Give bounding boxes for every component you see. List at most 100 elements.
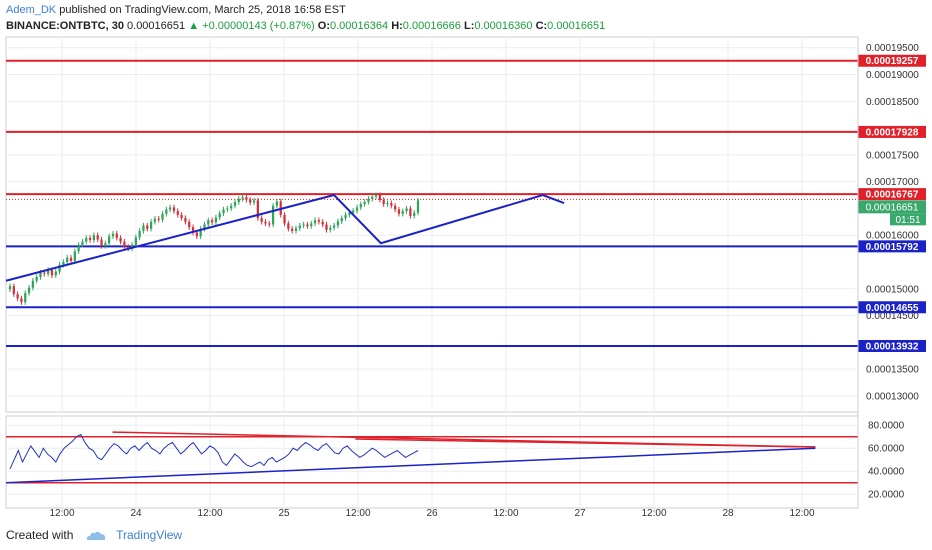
candle-body	[226, 208, 229, 210]
price-axis-label: 0.00017000	[866, 177, 919, 188]
tradingview-cloud-icon	[86, 531, 105, 540]
price-axis-label: 0.00014500	[866, 311, 919, 322]
osc-trendline[interactable]	[5, 447, 816, 484]
candle-body	[8, 286, 12, 290]
level-price-tag	[858, 301, 926, 314]
candle-body	[241, 197, 244, 199]
candle-body	[199, 228, 202, 237]
candle-body	[355, 207, 359, 211]
publish-line: Adem_DK published on TradingView.com, Ma…	[6, 2, 906, 18]
candle-body	[397, 209, 401, 214]
candle-body	[386, 203, 389, 205]
candle-body	[195, 232, 198, 237]
candle-body	[100, 239, 103, 246]
candle-body	[271, 205, 275, 225]
candle-body	[416, 200, 420, 213]
candle-body	[393, 205, 397, 210]
candle-body	[260, 218, 263, 222]
oscillator-line	[9, 433, 419, 470]
candle-body	[153, 218, 157, 222]
ohlc-line: BINANCE:ONTBTC, 30 0.00016651 ▲ +0.00000…	[6, 18, 906, 34]
countdown-tag	[890, 213, 926, 226]
candle-body	[149, 221, 153, 229]
candle-body	[287, 223, 290, 229]
symbol-label: BINANCE:ONTBTC, 30	[6, 20, 124, 32]
price-axis-label: 0.00013000	[866, 391, 919, 402]
candle-body	[233, 202, 237, 206]
price-axis-label: 0.00017500	[866, 150, 919, 161]
candle-body	[340, 218, 343, 222]
candle-body	[268, 223, 271, 225]
candle-body	[374, 195, 378, 197]
open-label: O:	[317, 20, 330, 32]
candle-body	[401, 211, 404, 214]
candle-body	[115, 233, 118, 238]
candle-body	[344, 214, 347, 219]
candle-body	[188, 221, 191, 228]
time-axis-label: 12:00	[49, 508, 74, 519]
high-value: 0.00016666	[402, 20, 461, 32]
candle-body	[367, 198, 370, 202]
candle-body	[359, 204, 362, 208]
candle-body	[405, 208, 408, 212]
candle-body	[252, 200, 256, 203]
candle-body	[20, 298, 23, 303]
publish-info: published on TradingView.com, March 25, …	[59, 4, 346, 16]
candle-body	[58, 264, 61, 272]
low-label: L:	[463, 20, 475, 32]
candle-body	[310, 223, 313, 227]
candle-body	[298, 225, 301, 229]
candle-body	[291, 228, 294, 231]
candle-body	[313, 220, 317, 224]
candle-body	[336, 221, 340, 226]
candle-body	[218, 213, 221, 218]
level-price-tag	[858, 125, 926, 138]
candle-body	[184, 218, 187, 222]
candle-body	[39, 272, 42, 277]
price-chart[interactable]: 12:00 24 12:00 25 12:00 26 12:00 27 12:00 28 12:00…	[0, 0, 932, 520]
level-price-label: 0.00014655	[866, 303, 919, 314]
candle-body	[302, 224, 305, 226]
price-trendline[interactable]	[5, 193, 565, 282]
candle-body	[69, 257, 73, 261]
open-value: 0.00016364	[330, 20, 389, 32]
candle-body	[176, 211, 179, 215]
candle-body	[16, 294, 19, 299]
candle-body	[35, 277, 38, 281]
candle-body	[142, 225, 145, 231]
tradingview-brand-link[interactable]: TradingView	[116, 528, 183, 542]
candle-body	[138, 230, 141, 238]
candle-body	[207, 220, 210, 225]
level-price-tag	[858, 240, 926, 253]
close-label: C:	[535, 20, 548, 32]
candle-body	[294, 228, 298, 231]
low-value: 0.00016360	[474, 20, 533, 32]
price-axis-label: 0.00013500	[866, 365, 919, 376]
candle-body	[409, 208, 412, 216]
time-axis-label: 28	[722, 508, 734, 519]
author-link[interactable]: Adem_DK	[6, 4, 57, 16]
last-price-tag	[858, 200, 926, 214]
candle-body	[325, 224, 328, 230]
candle-body	[390, 203, 393, 206]
level-price-label: 0.00015792	[866, 242, 919, 253]
candle-body	[180, 214, 183, 219]
candle-body	[371, 196, 374, 199]
level-price-label: 0.00013932	[866, 342, 919, 353]
candle-body	[88, 237, 92, 241]
high-label: H:	[391, 20, 403, 32]
osc-axis-label: 40.0000	[868, 467, 905, 478]
time-axis-label: 25	[278, 508, 290, 519]
candle-body	[54, 271, 57, 276]
osc-trendline[interactable]	[355, 438, 816, 448]
candle-body	[123, 241, 126, 247]
candle-body	[214, 217, 218, 223]
time-axis-label: 12:00	[789, 508, 814, 519]
candle-body	[352, 210, 355, 213]
candle-body	[50, 270, 54, 276]
candle-body	[378, 195, 382, 200]
candle-body	[111, 233, 115, 237]
price-axis-label: 0.00015000	[866, 284, 919, 295]
up-arrow-icon: ▲	[188, 20, 200, 32]
candle-body	[104, 243, 107, 246]
